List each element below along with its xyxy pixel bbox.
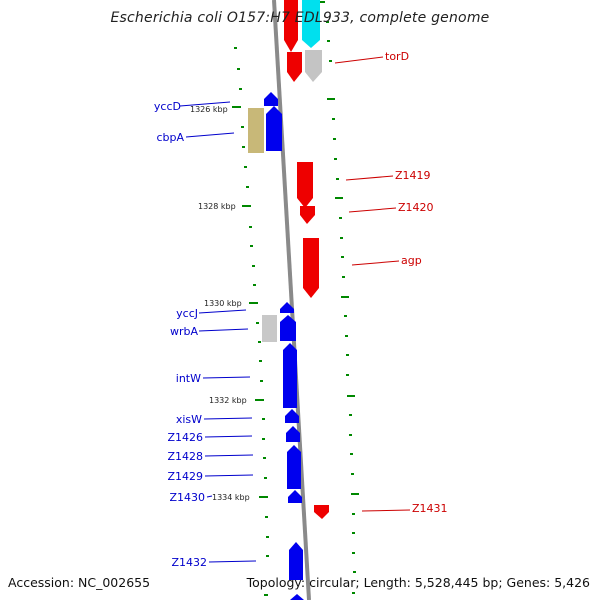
- scale-labels: 1326 kbp 1328 kbp 1330 kbp 1332 kbp 1334…: [190, 105, 250, 502]
- scale-label: 1328 kbp: [198, 202, 236, 211]
- map-title: Escherichia coli O157:H7 EDL933, complet…: [110, 10, 490, 26]
- gene-arrow[interactable]: [283, 343, 297, 408]
- genome-summary-text: Topology: circular; Length: 5,528,445 bp…: [246, 575, 590, 590]
- gene-label-wrbA[interactable]: wrbA: [170, 325, 199, 338]
- gene-label-yccD[interactable]: yccD: [154, 100, 181, 113]
- forward-strand-genes: [248, 92, 304, 600]
- gene-label-torD[interactable]: torD: [385, 50, 409, 63]
- gene-label-Z1419[interactable]: Z1419: [395, 169, 431, 182]
- gene-label-cbpA[interactable]: cbpA: [156, 131, 184, 144]
- gene-arrow[interactable]: [248, 108, 264, 153]
- gene-label-Z1429[interactable]: Z1429: [167, 470, 203, 483]
- reverse-strand-genes: [284, 0, 329, 519]
- gene-label-Z1430[interactable]: Z1430: [169, 491, 205, 504]
- gene-arrow[interactable]: [289, 542, 303, 580]
- gene-arrow[interactable]: [290, 594, 304, 600]
- gene-arrow[interactable]: [262, 315, 277, 342]
- left-gene-labels: yccD cbpA yccJ wrbA intW xisW Z1426 Z142…: [154, 100, 207, 569]
- gene-label-yccJ[interactable]: yccJ: [176, 307, 198, 320]
- gene-arrow[interactable]: [284, 0, 298, 52]
- scale-label: 1332 kbp: [209, 396, 247, 405]
- gene-arrow[interactable]: [305, 50, 322, 82]
- gene-arrow[interactable]: [297, 162, 313, 208]
- gene-arrow[interactable]: [280, 315, 296, 341]
- gene-arrow[interactable]: [280, 302, 294, 313]
- gene-arrow[interactable]: [303, 238, 319, 298]
- gene-label-Z1420[interactable]: Z1420: [398, 201, 434, 214]
- gene-arrow[interactable]: [302, 0, 320, 48]
- scale-label: 1334 kbp: [212, 493, 250, 502]
- gene-arrow[interactable]: [266, 106, 282, 151]
- gene-label-Z1432[interactable]: Z1432: [171, 556, 207, 569]
- gene-arrow[interactable]: [300, 206, 315, 224]
- gene-arrow[interactable]: [264, 92, 278, 106]
- label-leader-lines: [179, 56, 411, 563]
- scale-label: 1330 kbp: [204, 299, 242, 308]
- gene-arrow[interactable]: [314, 505, 329, 519]
- right-tick-marks: [317, 1, 359, 594]
- gene-label-Z1428[interactable]: Z1428: [167, 450, 203, 463]
- gene-arrow[interactable]: [286, 426, 300, 442]
- gene-label-Z1426[interactable]: Z1426: [167, 431, 203, 444]
- accession-text: Accession: NC_002655: [8, 575, 151, 590]
- gene-label-intW[interactable]: intW: [176, 372, 201, 385]
- gene-arrow[interactable]: [288, 490, 302, 503]
- gene-arrow[interactable]: [287, 445, 301, 489]
- gene-arrow[interactable]: [287, 52, 302, 82]
- gene-arrow[interactable]: [285, 409, 299, 423]
- gene-label-agp[interactable]: agp: [401, 254, 422, 267]
- scale-label: 1326 kbp: [190, 105, 228, 114]
- right-gene-labels: torD Z1419 Z1420 agp Z1431: [385, 50, 448, 515]
- left-tick-marks: [232, 47, 269, 596]
- gene-label-Z1431[interactable]: Z1431: [412, 502, 448, 515]
- genome-backbone: [272, 0, 311, 601]
- gene-label-xisW[interactable]: xisW: [176, 413, 202, 426]
